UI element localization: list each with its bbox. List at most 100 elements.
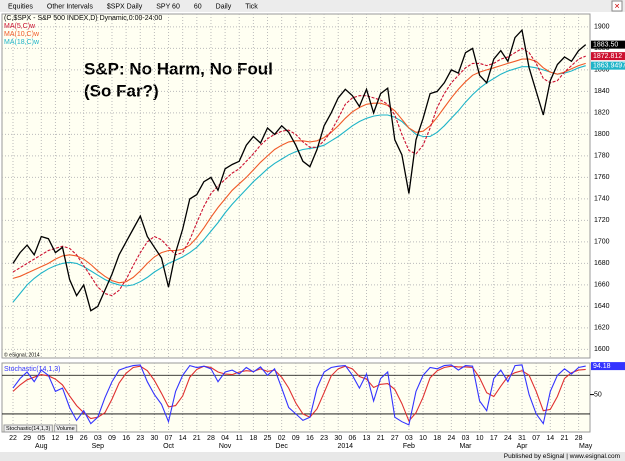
legend-entry: MA(18,C)w [4, 39, 40, 46]
x-tick-label: 21 [377, 435, 385, 442]
last-value-label: 94.18 [593, 363, 611, 370]
x-tick-label: 14 [546, 435, 554, 442]
y-tick-label: 1660 [594, 282, 610, 289]
y-tick-label: 1700 [594, 239, 610, 246]
last-value-box [591, 52, 625, 61]
x-tick-label: 11 [236, 435, 243, 442]
close-icon: ✕ [614, 3, 620, 10]
tab[interactable] [3, 424, 53, 433]
x-tick-label: 10 [419, 435, 427, 442]
x-tick-label: 03 [405, 435, 413, 442]
x-tick-label: 25 [264, 435, 272, 442]
x-month-label: Aug [35, 443, 48, 450]
x-tick-label: 31 [518, 435, 526, 442]
y-tick-label: 50 [594, 391, 602, 398]
y-tick-label: 1740 [594, 196, 610, 203]
x-tick-label: 18 [249, 435, 257, 442]
x-tick-label: 26 [80, 435, 88, 442]
y-tick-label: 1720 [594, 217, 610, 224]
y-tick-label: 1640 [594, 303, 610, 310]
last-value-label: 1863.9497 [593, 62, 625, 69]
y-tick-label: 1820 [594, 110, 610, 117]
last-value-label: 1872.812 [593, 53, 622, 60]
toolbar-item[interactable]: Equities [8, 3, 33, 10]
toolbar [0, 0, 625, 12]
y-tick-label: 1680 [594, 260, 610, 267]
x-tick-label: 21 [561, 435, 569, 442]
x-tick-label: 03 [94, 435, 102, 442]
x-tick-label: 09 [108, 435, 116, 442]
y-tick-label: 1780 [594, 153, 610, 160]
y-tick-label: 1860 [594, 67, 610, 74]
x-tick-label: 28 [207, 435, 215, 442]
toolbar-item[interactable]: Tick [245, 3, 258, 10]
x-tick-label: 07 [532, 435, 540, 442]
y-tick-label: 1620 [594, 325, 610, 332]
x-tick-label: 14 [179, 435, 187, 442]
y-tick-label: 1600 [594, 346, 610, 353]
legend-entry: MA(5,C)w [4, 23, 36, 30]
x-tick-label: 10 [476, 435, 484, 442]
x-tick-label: 19 [66, 435, 74, 442]
y-tick-label: 1800 [594, 131, 610, 138]
last-value-box [591, 61, 625, 70]
x-tick-label: 24 [447, 435, 455, 442]
last-value-box [591, 40, 625, 49]
x-tick-label: 16 [122, 435, 130, 442]
x-month-label: Feb [403, 443, 415, 450]
tab[interactable] [53, 424, 78, 433]
x-month-label: Apr [517, 443, 529, 450]
toolbar-item[interactable]: 60 [194, 3, 202, 10]
x-tick-label: 03 [462, 435, 470, 442]
x-tick-label: 21 [193, 435, 201, 442]
y-tick-label: 1840 [594, 88, 610, 95]
x-tick-label: 28 [575, 435, 583, 442]
y-tick-label: 1880 [594, 45, 610, 52]
x-tick-label: 29 [23, 435, 31, 442]
x-tick-label: 22 [9, 435, 17, 442]
x-tick-label: 27 [391, 435, 399, 442]
x-tick-label: 16 [306, 435, 314, 442]
x-month-label: Mar [459, 443, 472, 450]
x-tick-label: 12 [52, 435, 60, 442]
toolbar-item[interactable]: Daily [216, 3, 232, 10]
x-tick-label: 24 [504, 435, 512, 442]
toolbar-item[interactable]: $SPX Daily [107, 3, 143, 10]
x-tick-label: 09 [292, 435, 300, 442]
series-line [12, 364, 586, 426]
x-tick-label: 02 [278, 435, 286, 442]
last-value-box [591, 362, 625, 371]
x-tick-label: 23 [320, 435, 328, 442]
x-tick-label: 30 [334, 435, 342, 442]
x-month-label: 2014 [338, 443, 354, 450]
x-tick-label: 30 [151, 435, 159, 442]
last-value-label: 1883.50 [593, 41, 618, 48]
footer-bar [0, 452, 625, 461]
x-month-label: Dec [275, 443, 288, 450]
x-tick-label: 05 [37, 435, 45, 442]
tab-label: Volume [56, 426, 74, 432]
x-tick-label: 23 [136, 435, 144, 442]
x-tick-label: 06 [348, 435, 356, 442]
series-line [12, 47, 586, 297]
x-month-label: Sep [92, 443, 105, 450]
x-month-label: May [579, 443, 593, 450]
series-line [12, 28, 587, 312]
y-tick-label: 1900 [594, 24, 610, 31]
footer: Published by eSignal | www.esignal.com [504, 453, 620, 460]
x-month-label: Oct [163, 443, 174, 450]
y-tick-label: 1760 [594, 174, 610, 181]
x-tick-label: 17 [490, 435, 498, 442]
chart-header: (C,$SPX - S&P 500 INDEX,D) Dynamic,0:00-… [4, 15, 162, 22]
close-button[interactable] [611, 0, 623, 12]
tab-label: Stochastic(14,1,3) [6, 426, 50, 432]
x-tick-label: 13 [363, 435, 371, 442]
x-tick-label: 18 [433, 435, 441, 442]
copyright: © eSignal, 2014 [4, 351, 40, 358]
annotation: S&P: No Harm, No Foul [84, 59, 273, 78]
toolbar-item[interactable]: SPY 60 [156, 3, 180, 10]
x-tick-label: 04 [221, 435, 229, 442]
toolbar-item[interactable]: Other Intervals [47, 3, 93, 10]
